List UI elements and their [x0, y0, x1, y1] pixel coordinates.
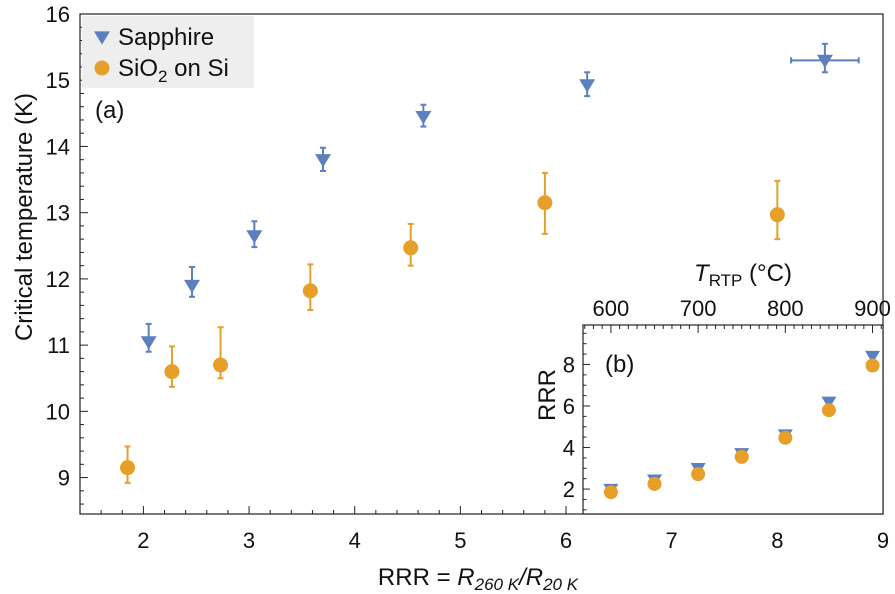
x-tick-label: 8 — [771, 528, 783, 553]
x-tick-label: 5 — [454, 528, 466, 553]
sapphire-point — [816, 54, 833, 68]
x-axis-title-sub2: 20 K — [542, 575, 579, 594]
sio2-point — [213, 357, 229, 373]
legend: Sapphire SiO2 on Si — [82, 16, 254, 88]
y-axis-title: Critical temperature (K) — [11, 93, 38, 341]
x-axis-title-slash: / — [517, 564, 528, 591]
x-axis-title-r1: R — [457, 564, 474, 591]
y-tick-label: 13 — [46, 201, 70, 226]
legend-sapphire-marker — [94, 31, 110, 45]
legend-box — [82, 16, 254, 88]
y-tick-label: 12 — [46, 267, 70, 292]
legend-sio2-label: SiO2 on Si — [118, 55, 229, 86]
inset-background — [583, 325, 883, 514]
sio2-point — [164, 364, 180, 380]
x-tick-label: 2 — [137, 528, 149, 553]
inset-top-axis-title-unit: (°C) — [742, 260, 792, 287]
inset-sapphire-point — [821, 396, 837, 409]
sio2-point — [537, 195, 553, 211]
x-axis-title-prefix: RRR = — [378, 564, 457, 591]
x-axis-title-r2: R — [526, 564, 543, 591]
inset-top-tick-label: 600 — [593, 296, 630, 321]
legend-sio2-tail: on Si — [167, 55, 228, 82]
y-tick-label: 15 — [46, 68, 70, 93]
x-axis-title: RRR = R260 K/R20 K — [378, 564, 579, 594]
main-plot: 2 3 4 5 6 7 8 9 9 10 11 12 13 14 15 16 — [46, 2, 890, 553]
inset-plot: 600 700 800 900 2 4 6 8 — [563, 296, 891, 515]
sio2-point — [403, 240, 419, 256]
x-axis-title-sub1: 260 K — [474, 575, 520, 594]
sio2-point — [302, 283, 318, 299]
y-tick-label: 16 — [46, 2, 70, 27]
x-tick-label: 7 — [666, 528, 678, 553]
inset-sio2-point — [647, 476, 662, 491]
y-tick-label: 9 — [58, 466, 70, 491]
inset-top-axis-title-sub: RTP — [709, 271, 743, 290]
x-tick-label: 9 — [877, 528, 889, 553]
y-tick-label: 14 — [46, 134, 70, 159]
inset-sio2-point — [603, 485, 618, 500]
panel-label-b: (b) — [605, 351, 634, 378]
inset-y-tick-label: 2 — [563, 477, 575, 502]
inset-sio2-point — [821, 403, 836, 418]
inset-sio2-point — [734, 449, 749, 464]
legend-sapphire-label: Sapphire — [118, 24, 214, 51]
inset-top-tick-label: 700 — [680, 296, 717, 321]
legend-sio2-main: SiO — [118, 55, 158, 82]
sapphire-point — [140, 336, 157, 350]
sapphire-point — [246, 230, 263, 244]
inset-top-axis-title: TRTP (°C) — [694, 260, 792, 290]
x-tick-label: 4 — [349, 528, 361, 553]
inset-sio2-point — [865, 358, 880, 373]
sapphire-point — [579, 79, 596, 93]
panel-label-a: (a) — [95, 97, 124, 124]
x-tick-label: 3 — [243, 528, 255, 553]
legend-sio2-marker — [94, 60, 110, 76]
inset-sio2-point — [778, 430, 793, 445]
y-tick-label: 10 — [46, 399, 70, 424]
y-tick-label: 11 — [47, 333, 70, 358]
inset-y-tick-label: 8 — [563, 352, 575, 377]
inset-y-tick-label: 4 — [563, 436, 575, 461]
inset-top-tick-label: 800 — [767, 296, 804, 321]
sapphire-point — [315, 154, 332, 168]
legend-sio2-sub: 2 — [158, 67, 167, 86]
inset-top-axis-title-t: T — [694, 260, 711, 287]
sio2-point — [769, 207, 785, 223]
x-tick-label: 6 — [560, 528, 572, 553]
sapphire-point — [183, 279, 200, 294]
inset-sio2-point — [691, 467, 706, 482]
inset-y-tick-label: 6 — [563, 394, 575, 419]
inset-y-axis-title: RRR — [534, 369, 561, 421]
sio2-point — [120, 460, 136, 476]
sapphire-point — [415, 111, 432, 125]
inset-sapphire-point — [865, 350, 881, 364]
inset-top-tick-label: 900 — [854, 296, 891, 321]
